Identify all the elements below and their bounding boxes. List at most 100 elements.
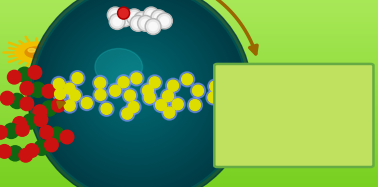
Ellipse shape xyxy=(37,0,242,187)
Bar xyxy=(0,1,378,5)
Bar xyxy=(0,134,378,138)
Bar xyxy=(0,80,378,84)
Ellipse shape xyxy=(132,17,144,30)
Bar xyxy=(0,145,378,150)
Bar xyxy=(0,169,378,173)
Circle shape xyxy=(25,47,47,58)
Ellipse shape xyxy=(142,90,157,105)
Ellipse shape xyxy=(40,125,53,139)
Ellipse shape xyxy=(166,78,181,93)
Ellipse shape xyxy=(93,46,177,131)
Ellipse shape xyxy=(54,88,66,99)
Ellipse shape xyxy=(122,88,137,103)
Ellipse shape xyxy=(138,16,146,24)
Ellipse shape xyxy=(53,78,64,89)
Bar xyxy=(0,129,378,133)
Ellipse shape xyxy=(162,105,177,120)
Ellipse shape xyxy=(34,113,48,126)
Ellipse shape xyxy=(134,12,150,27)
Ellipse shape xyxy=(60,14,215,169)
Bar xyxy=(0,43,378,47)
Ellipse shape xyxy=(120,106,135,121)
Ellipse shape xyxy=(67,88,82,103)
Ellipse shape xyxy=(182,74,193,85)
Ellipse shape xyxy=(105,59,162,116)
Bar xyxy=(0,22,378,26)
Ellipse shape xyxy=(118,7,130,19)
Bar xyxy=(0,148,378,152)
Ellipse shape xyxy=(156,99,167,111)
Ellipse shape xyxy=(79,33,192,146)
Ellipse shape xyxy=(149,22,157,31)
Ellipse shape xyxy=(54,7,223,177)
Bar xyxy=(0,110,378,114)
Bar xyxy=(0,10,378,14)
Ellipse shape xyxy=(189,99,200,111)
Ellipse shape xyxy=(172,99,183,110)
Ellipse shape xyxy=(126,100,141,114)
Ellipse shape xyxy=(222,83,237,98)
Ellipse shape xyxy=(107,7,123,23)
Ellipse shape xyxy=(76,30,196,150)
Bar xyxy=(0,89,378,94)
Bar xyxy=(0,12,378,16)
Bar xyxy=(0,103,378,108)
Ellipse shape xyxy=(131,73,142,84)
Bar xyxy=(0,106,378,110)
Ellipse shape xyxy=(32,0,248,187)
Ellipse shape xyxy=(143,7,159,23)
Ellipse shape xyxy=(130,16,146,31)
Ellipse shape xyxy=(153,98,169,112)
Ellipse shape xyxy=(167,80,178,91)
Ellipse shape xyxy=(8,70,21,84)
Ellipse shape xyxy=(208,92,219,103)
Bar xyxy=(0,141,378,145)
Bar xyxy=(0,159,378,164)
Bar xyxy=(0,82,378,86)
Ellipse shape xyxy=(191,83,205,98)
Bar xyxy=(0,61,378,65)
Ellipse shape xyxy=(160,17,169,25)
Ellipse shape xyxy=(147,11,155,19)
Bar xyxy=(0,117,378,122)
Ellipse shape xyxy=(28,0,252,187)
Ellipse shape xyxy=(109,9,122,21)
Ellipse shape xyxy=(145,19,161,34)
Bar xyxy=(0,73,378,77)
Ellipse shape xyxy=(124,90,135,101)
Ellipse shape xyxy=(42,101,57,116)
Ellipse shape xyxy=(163,91,174,102)
Ellipse shape xyxy=(134,19,142,27)
Ellipse shape xyxy=(108,83,122,98)
Ellipse shape xyxy=(110,85,121,96)
Ellipse shape xyxy=(53,86,68,101)
Bar xyxy=(0,33,378,37)
Ellipse shape xyxy=(72,73,83,84)
Bar xyxy=(0,56,378,61)
Bar xyxy=(0,36,378,40)
Bar xyxy=(0,26,378,30)
Ellipse shape xyxy=(111,11,119,19)
Ellipse shape xyxy=(94,77,105,88)
Bar xyxy=(0,150,378,154)
Ellipse shape xyxy=(8,146,23,161)
Ellipse shape xyxy=(161,89,175,104)
Bar xyxy=(0,96,378,101)
Ellipse shape xyxy=(99,53,169,123)
Ellipse shape xyxy=(122,108,133,119)
Ellipse shape xyxy=(73,27,200,154)
Ellipse shape xyxy=(144,92,155,103)
Bar xyxy=(0,152,378,157)
Bar xyxy=(0,19,378,23)
Ellipse shape xyxy=(128,102,139,113)
Bar xyxy=(0,31,378,35)
Ellipse shape xyxy=(89,43,181,135)
Bar xyxy=(0,138,378,142)
Bar xyxy=(0,166,378,171)
Circle shape xyxy=(28,48,36,52)
Ellipse shape xyxy=(224,85,235,96)
Circle shape xyxy=(15,42,57,63)
Bar xyxy=(0,64,378,68)
Bar xyxy=(0,24,378,28)
Ellipse shape xyxy=(33,105,46,119)
